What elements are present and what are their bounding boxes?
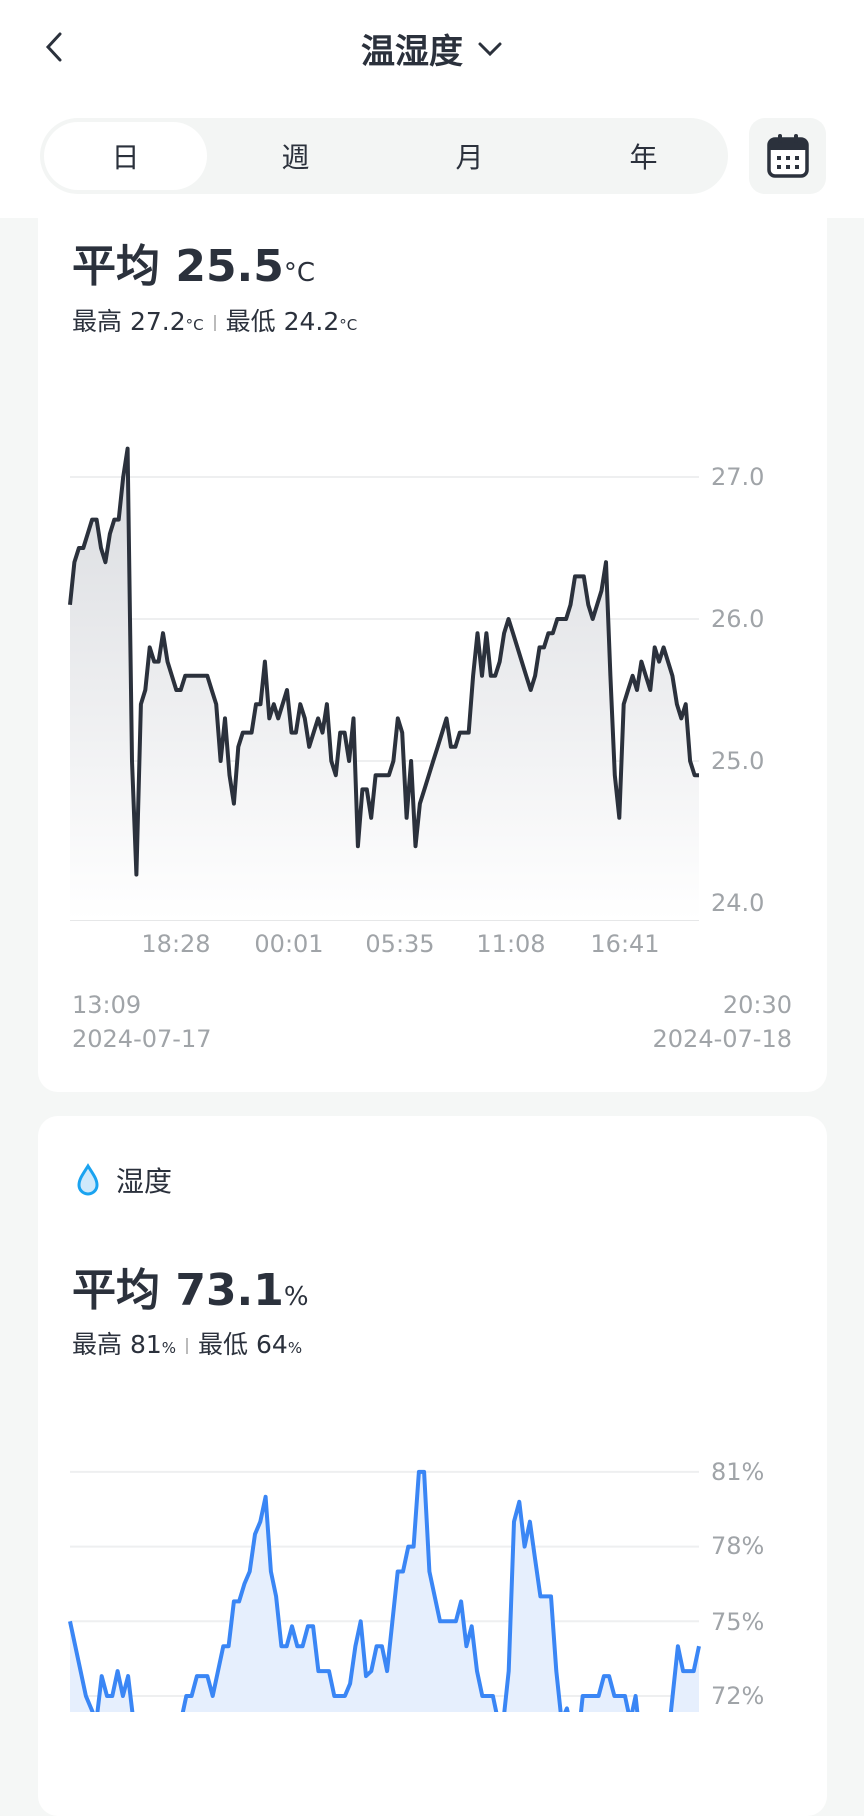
- back-button[interactable]: [38, 22, 78, 72]
- header: 温湿度 日 週 月 年: [0, 0, 864, 218]
- temperature-min-max: 最高 27.2°C 最低 24.2°C: [72, 307, 358, 336]
- calendar-icon: [766, 134, 809, 178]
- humidity-average: 平均 73.1%: [72, 1265, 309, 1316]
- chevron-left-icon: [45, 32, 62, 62]
- y-tick-label: 24.0: [711, 889, 765, 917]
- humidity-section-title: 湿度: [76, 1160, 172, 1200]
- period-tabs: 日 週 月 年: [40, 118, 728, 194]
- humidity-min-max: 最高 81% 最低 64%: [72, 1330, 303, 1359]
- humidity-chart[interactable]: [0, 1400, 864, 1712]
- x-tick-label: 18:28: [141, 930, 211, 958]
- tab-year[interactable]: 年: [629, 141, 658, 174]
- area-fill: [70, 448, 699, 920]
- y-tick-label: 25.0: [711, 747, 765, 775]
- x-tick-label: 05:35: [365, 930, 435, 958]
- x-tick-label: 11:08: [476, 930, 546, 958]
- calendar-button[interactable]: [749, 118, 826, 194]
- range-end: 20:30 2024-07-18: [652, 991, 792, 1053]
- temperature-average: 平均 25.5°C: [72, 241, 316, 292]
- y-tick-label: 26.0: [711, 605, 765, 633]
- x-tick-label: 16:41: [590, 930, 660, 958]
- x-tick-label: 00:01: [254, 930, 324, 958]
- water-drop-icon: [77, 1163, 99, 1196]
- y-tick-label: 78%: [711, 1532, 765, 1560]
- y-tick-label: 72%: [711, 1682, 765, 1710]
- range-start: 13:09 2024-07-17: [72, 991, 212, 1053]
- tab-month[interactable]: 月: [455, 141, 484, 174]
- tab-week[interactable]: 週: [281, 141, 310, 174]
- series-line: [68, 1469, 701, 1712]
- y-tick-label: 75%: [711, 1608, 765, 1636]
- tab-day[interactable]: 日: [44, 122, 207, 190]
- series-line: [68, 446, 699, 877]
- y-tick-label: 81%: [711, 1458, 765, 1486]
- page-title: 温湿度: [361, 32, 463, 72]
- area-fill: [70, 1471, 699, 1712]
- y-tick-label: 27.0: [711, 463, 765, 491]
- temperature-card: [38, 150, 827, 1092]
- chevron-down-icon: [478, 42, 502, 56]
- title-dropdown[interactable]: 温湿度: [0, 24, 864, 73]
- temperature-chart[interactable]: [0, 0, 864, 1100]
